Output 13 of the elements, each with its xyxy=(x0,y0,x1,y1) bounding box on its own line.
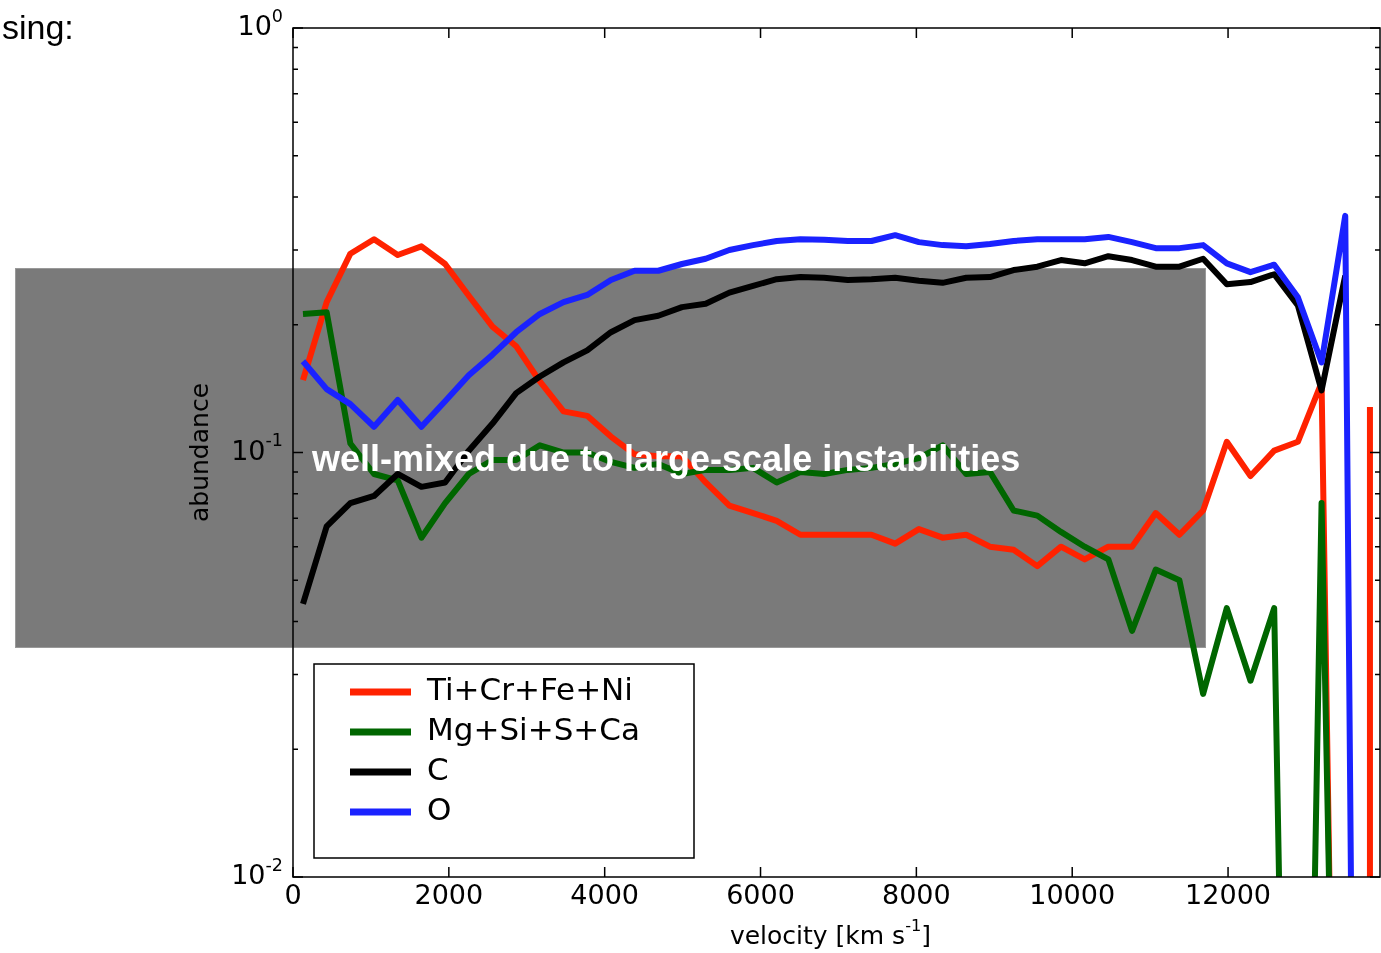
y-axis-title: abundance xyxy=(184,382,214,523)
x-tick-label: 12000 xyxy=(1185,879,1272,911)
text: sing: xyxy=(2,8,74,47)
legend-label: Ti+Cr+Fe+Ni xyxy=(426,671,633,708)
legend-label: C xyxy=(427,751,449,788)
x-tick-label: 8000 xyxy=(882,879,951,911)
x-tick-label: 0 xyxy=(284,879,302,911)
x-tick-label: 4000 xyxy=(570,879,640,911)
legend-label: O xyxy=(427,791,452,828)
legend-label: Mg+Si+S+Ca xyxy=(427,711,640,748)
x-tick-label: 6000 xyxy=(726,879,795,911)
x-tick-label: 2000 xyxy=(414,879,484,911)
x-tick-label: 10000 xyxy=(1029,879,1116,911)
